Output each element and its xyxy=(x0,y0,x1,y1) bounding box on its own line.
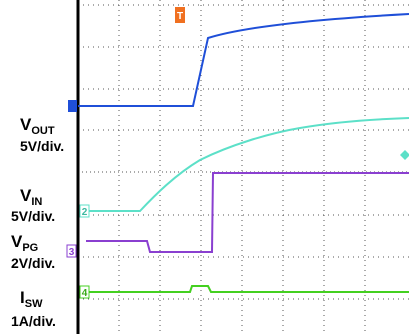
ch3-scale: 2V/div. xyxy=(11,255,55,271)
vpg-trace xyxy=(86,172,409,253)
vout-trace xyxy=(78,13,409,107)
ch4-name: ISW xyxy=(20,288,43,310)
ch4-marker: 4 xyxy=(82,288,88,299)
label-part: V xyxy=(20,186,32,205)
grid xyxy=(76,0,409,334)
label-part: PG xyxy=(22,242,38,254)
label-part: V xyxy=(11,232,23,251)
label-part: IN xyxy=(31,196,42,208)
ref-marker xyxy=(400,150,409,160)
traces xyxy=(78,13,409,293)
label-part: V xyxy=(20,115,32,134)
label-part: OUT xyxy=(31,125,55,137)
ch3-marker: 3 xyxy=(69,247,75,258)
trigger-marker: T xyxy=(175,7,185,23)
vin-trace xyxy=(88,117,409,212)
ch4-scale: 1A/div. xyxy=(11,313,56,329)
label-part: I xyxy=(20,288,25,307)
ch2-name: VIN xyxy=(20,186,42,208)
label-part: SW xyxy=(25,298,43,310)
ch1-scale: 5V/div. xyxy=(20,138,64,154)
ch2-scale: 5V/div. xyxy=(11,208,55,224)
ch3-name: VPG xyxy=(11,232,38,254)
isw-trace xyxy=(86,285,409,293)
channel-labels: VOUT 5V/div. VIN 5V/div. VPG 2V/div. ISW… xyxy=(11,115,64,329)
trigger-label: T xyxy=(177,11,183,22)
ch2-marker: 2 xyxy=(82,207,88,218)
ch1-name: VOUT xyxy=(20,115,55,137)
channel-markers: 1 2 3 4 xyxy=(66,100,90,299)
